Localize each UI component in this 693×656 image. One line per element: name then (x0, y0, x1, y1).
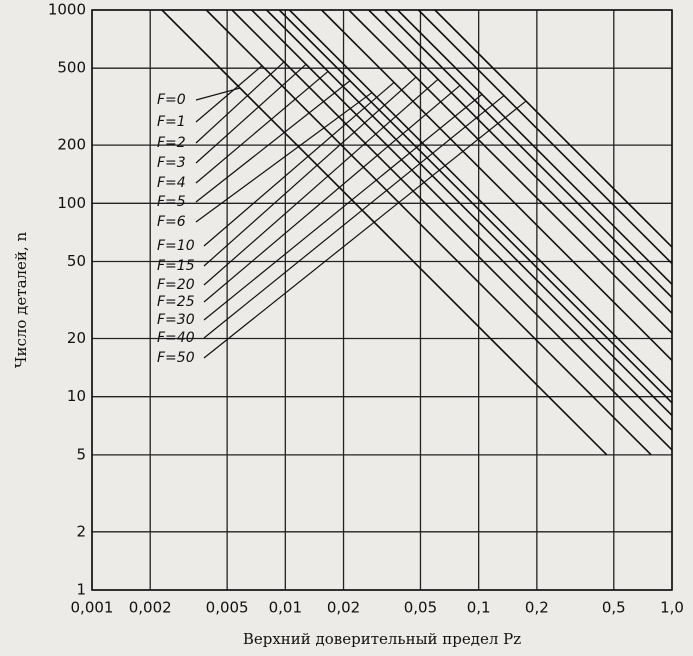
series-line (368, 9, 673, 314)
series-line (278, 9, 673, 404)
leader-line (195, 63, 307, 164)
line-label: F=20 (157, 277, 195, 293)
series-line (417, 9, 673, 265)
line-label: F=10 (157, 238, 195, 254)
series-line (321, 9, 673, 361)
x-tick-label: 0,1 (467, 599, 491, 617)
y-tick-label: 10 (67, 387, 86, 405)
leader-line (195, 92, 373, 223)
x-tick-label: 0,02 (327, 599, 360, 617)
series-line (348, 9, 673, 334)
leader-line (203, 95, 505, 339)
y-tick-label: 100 (57, 194, 86, 212)
line-label: F=25 (157, 294, 195, 310)
line-label: F=5 (157, 194, 186, 210)
y-tick-label: 200 (57, 136, 86, 154)
line-label: F=40 (157, 330, 195, 346)
x-tick-label: 0,002 (129, 599, 172, 617)
line-label: F=30 (157, 312, 195, 328)
line-label: F=50 (157, 350, 195, 366)
series-line (288, 9, 673, 394)
y-axis-title: Число деталей, n (12, 232, 30, 369)
y-tick-label: 1 (76, 581, 86, 599)
y-tick-label: 2 (76, 522, 86, 540)
line-label: F=0 (157, 92, 186, 108)
series-line (231, 9, 673, 451)
x-tick-label: 1,0 (660, 599, 684, 617)
line-label: F=2 (157, 135, 186, 151)
leader-line (203, 81, 395, 247)
leader-line (203, 78, 439, 286)
leader-line (203, 76, 417, 267)
y-tick-label: 50 (67, 252, 86, 270)
y-tick-label: 20 (67, 329, 86, 347)
x-tick-label: 0,005 (206, 599, 249, 617)
leader-line (203, 100, 527, 359)
leader-line (195, 65, 263, 123)
series-line (266, 9, 673, 416)
leader-line (203, 84, 461, 303)
series-line (161, 9, 608, 456)
leader-line (195, 80, 351, 203)
y-tick-label: 5 (76, 445, 86, 463)
x-tick-label: 0,001 (71, 599, 114, 617)
y-tick-label: 500 (57, 59, 86, 77)
y-tick-label: 1000 (48, 1, 86, 19)
line-label: F=15 (157, 258, 195, 274)
series-line (383, 9, 673, 299)
x-tick-label: 0,5 (602, 599, 626, 617)
series-line (397, 9, 673, 285)
line-label: F=4 (157, 175, 186, 191)
line-label: F=3 (157, 155, 186, 171)
plot-frame (91, 9, 673, 591)
leader-line (195, 70, 329, 184)
series-line (205, 9, 652, 456)
line-label: F=1 (157, 114, 186, 130)
x-tick-label: 0,05 (404, 599, 437, 617)
x-tick-label: 0,01 (269, 599, 302, 617)
series-line (251, 9, 673, 431)
x-tick-label: 0,2 (525, 599, 549, 617)
leader-line (203, 93, 483, 321)
line-label: F=6 (157, 214, 186, 230)
x-axis-title: Верхний доверительный предел Pz (243, 630, 521, 648)
leader-line (195, 61, 285, 144)
series-line (434, 9, 673, 248)
